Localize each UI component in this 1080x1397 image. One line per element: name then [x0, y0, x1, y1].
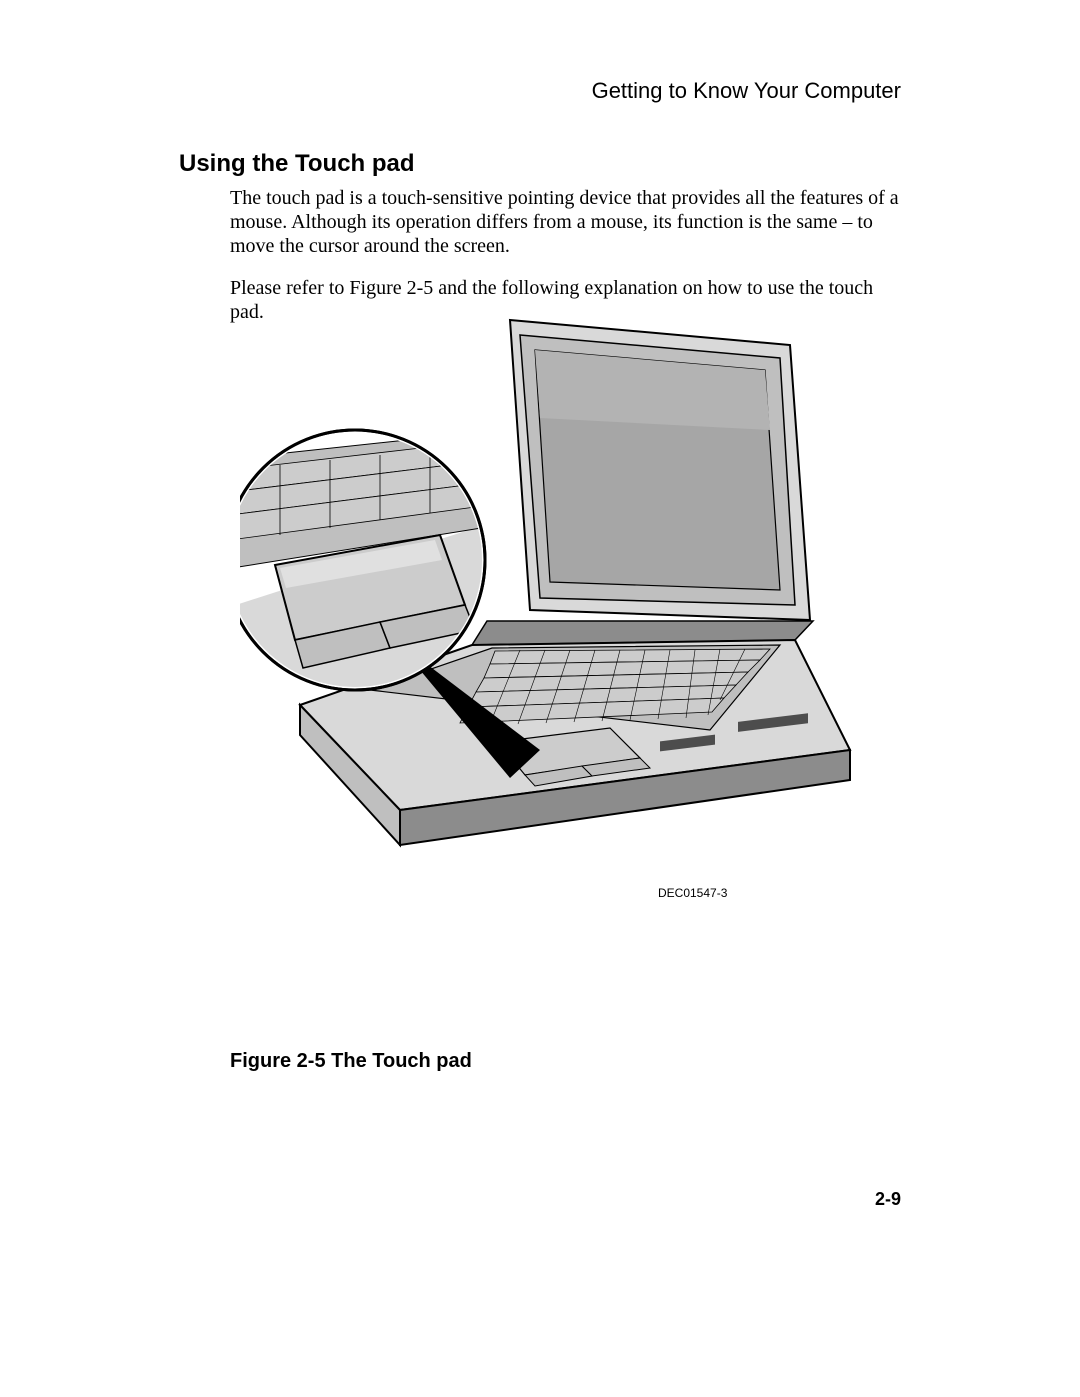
figure-reference-id: DEC01547-3 [658, 886, 727, 900]
page-number: 2-9 [875, 1189, 901, 1210]
body-paragraph-1: The touch pad is a touch-sensitive point… [230, 186, 900, 258]
laptop-touchpad-illustration-icon [240, 310, 860, 880]
running-header: Getting to Know Your Computer [592, 78, 901, 104]
figure-touchpad [240, 310, 860, 880]
section-heading: Using the Touch pad [179, 150, 415, 178]
paragraph-text: The touch pad is a touch-sensitive point… [230, 186, 900, 258]
figure-caption: Figure 2-5 The Touch pad [230, 1050, 472, 1073]
manual-page: Getting to Know Your Computer Using the … [0, 0, 1080, 1397]
